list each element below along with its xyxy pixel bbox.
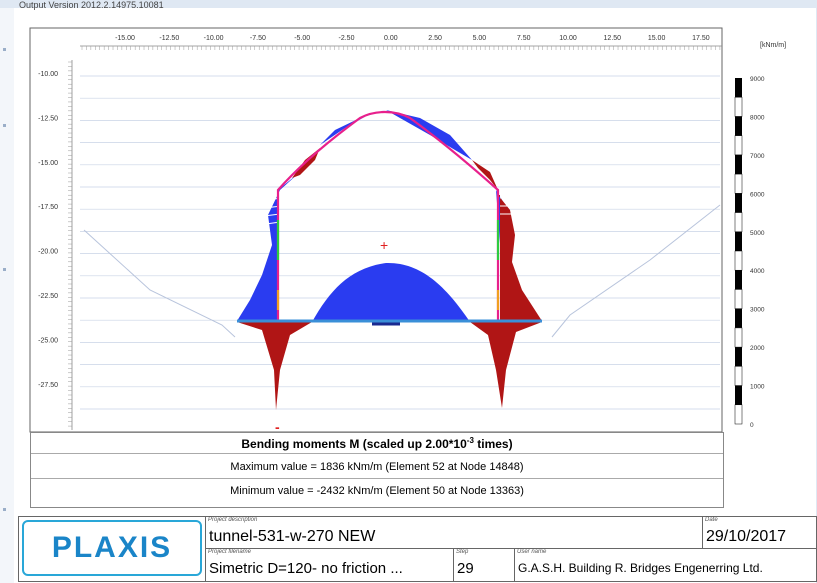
user-cell: User name G.A.S.H. Building R. Bridges E… — [514, 549, 817, 581]
left-wall-moment — [237, 172, 300, 321]
x-tick-label: 10.00 — [559, 35, 577, 42]
y-tick-label: -10.00 — [38, 71, 58, 78]
step-label: Step — [456, 549, 469, 555]
colorbar-block — [735, 385, 742, 405]
step-cell: Step 29 — [453, 549, 514, 581]
left-corner-negative — [237, 322, 312, 410]
maximum-value-text: Maximum value = 1836 kNm/m (Element 52 a… — [230, 461, 524, 473]
colorbar-block — [734, 173, 743, 194]
colorbar-tick-label: 4000 — [750, 268, 765, 275]
project-filename-label: Project filename — [208, 549, 252, 555]
colorbar-tick-label: 2000 — [750, 345, 765, 352]
colorbar-block — [734, 212, 743, 233]
y-tick-label: -17.50 — [38, 204, 58, 211]
y-tick-label: -20.00 — [38, 249, 58, 256]
min-marker: - — [275, 419, 280, 435]
project-description-value: tunnel-531-w-270 NEW — [209, 528, 376, 545]
colorbar-tick-label: 1000 — [750, 384, 765, 391]
y-tick-label: -12.50 — [38, 115, 58, 122]
tunnel-lining — [276, 110, 500, 321]
project-description-cell: Project description tunnel-531-w-270 NEW — [205, 517, 702, 548]
x-tick-label: 17.50 — [692, 35, 710, 42]
x-tick-label: 12.50 — [604, 35, 622, 42]
colorbar-block — [735, 270, 742, 290]
left-slope-line — [83, 229, 236, 338]
right-wall-negative — [498, 195, 542, 321]
version-label: Output Version 2012.2.14975.10081 — [19, 0, 164, 10]
x-minor-ticks — [81, 46, 721, 50]
unit-label: [kNm/m] — [760, 42, 786, 49]
user-label: User name — [517, 549, 547, 555]
x-tick-label: 15.00 — [648, 35, 666, 42]
invert-moment — [312, 262, 470, 322]
caption-divider-1 — [31, 453, 723, 454]
y-tick-label: -27.50 — [38, 382, 58, 389]
colorbar-tick-label: 7000 — [750, 153, 765, 160]
colorbar-tick-label: 6000 — [750, 191, 765, 198]
minimum-value-text: Minimum value = -2432 kNm/m (Element 50 … — [230, 485, 524, 497]
max-marker: + — [380, 237, 388, 253]
x-tick-label: -2.50 — [339, 35, 355, 42]
colorbar-block — [734, 366, 743, 386]
colorbar-block — [734, 404, 743, 425]
colorbar-block — [735, 193, 742, 213]
date-value: 29/10/2017 — [706, 528, 787, 545]
x-tick-label: -12.50 — [159, 35, 179, 42]
colorbar-block — [734, 289, 743, 309]
title-block: PLAXIS Project description tunnel-531-w-… — [18, 516, 817, 582]
colorbar-legend: 9000 8000 7000 6000 5000 4000 3000 2000 1000 0 — [734, 76, 765, 429]
colorbar-block — [734, 250, 743, 271]
x-tick-label: 7.50 — [517, 35, 531, 42]
colorbar-tick-label: 3000 — [750, 307, 765, 314]
x-tick-label: -15.00 — [115, 35, 135, 42]
colorbar-block — [734, 96, 743, 117]
project-filename-value: Simetric D=120- no friction ... — [209, 560, 403, 577]
x-tick-label: -5.00 — [294, 35, 310, 42]
y-minor-ticks — [68, 61, 72, 427]
y-tick-label: -25.00 — [38, 337, 58, 344]
shoulder-right-negative — [472, 160, 498, 190]
y-tick-label: -15.00 — [38, 160, 58, 167]
x-tick-label: -7.50 — [250, 35, 266, 42]
user-value: G.A.S.H. Building R. Bridges Engenerring… — [518, 561, 763, 575]
caption-panel: Bending moments M (scaled up 2.00*10-3 t… — [30, 432, 724, 508]
y-tick-labels: -10.00 -12.50 -15.00 -17.50 -20.00 -22.50 -25.… — [38, 71, 58, 389]
colorbar-block — [735, 231, 742, 251]
date-label: Date — [705, 517, 718, 523]
colorbar-tick-label: 0 — [750, 422, 754, 429]
colorbar-block — [734, 135, 743, 156]
project-description-label: Project description — [208, 517, 258, 523]
colorbar-block — [735, 154, 742, 175]
right-corner-negative — [470, 322, 542, 408]
plot-frame — [29, 27, 723, 433]
x-tick-label: 0.00 — [384, 35, 398, 42]
colorbar-block — [735, 78, 742, 98]
right-slope-line — [551, 204, 721, 338]
y-tick-label: -22.50 — [38, 293, 58, 300]
colorbar-block — [734, 327, 743, 348]
colorbar-tick-label: 5000 — [750, 230, 765, 237]
step-value: 29 — [457, 560, 474, 577]
x-tick-label: -10.00 — [204, 35, 224, 42]
colorbar-block — [735, 347, 742, 367]
colorbar-tick-label: 9000 — [750, 76, 765, 83]
date-cell: Date 29/10/2017 — [702, 517, 817, 548]
plaxis-logo: PLAXIS — [22, 520, 202, 576]
title-block-divider — [205, 548, 816, 549]
caption-divider-2 — [31, 478, 723, 479]
left-toolbar-strip — [0, 8, 14, 583]
colorbar-tick-label: 8000 — [750, 114, 765, 121]
colorbar-block — [735, 116, 742, 136]
x-tick-label: 2.50 — [428, 35, 442, 42]
caption-title: Bending moments M (scaled up 2.00*10-3 t… — [241, 436, 513, 451]
x-tick-labels: -15.00 -12.50 -10.00 -7.50 -5.00 -2.50 0.00 2.5… — [115, 35, 710, 42]
project-filename-cell: Project filename Simetric D=120- no fric… — [205, 549, 453, 581]
colorbar-block — [735, 308, 742, 328]
x-tick-label: 5.00 — [473, 35, 487, 42]
